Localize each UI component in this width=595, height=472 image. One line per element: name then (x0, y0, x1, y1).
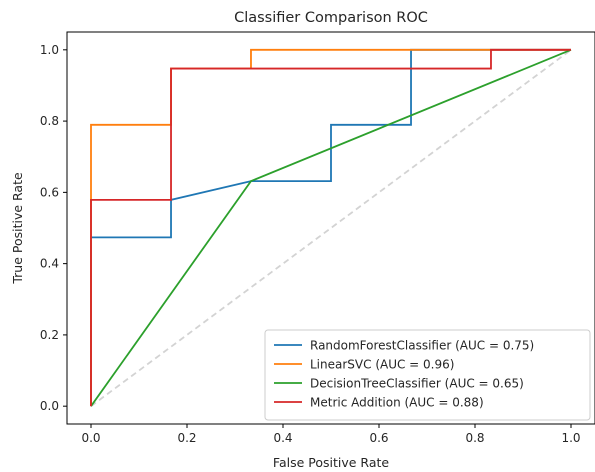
roc-curve-series-1 (90, 48, 571, 407)
y-tick-label: 1.0 (40, 43, 59, 57)
chart-title: Classifier Comparison ROC (234, 10, 428, 26)
y-tick-label: 0.6 (40, 185, 59, 199)
x-tick-label: 0.2 (177, 431, 196, 445)
y-tick-label: 0.2 (40, 328, 59, 342)
legend-label: Metric Addition (AUC = 0.88) (310, 396, 484, 410)
plot-area (90, 48, 572, 407)
x-tick-label: 0.6 (369, 431, 388, 445)
y-axis-ticks: 0.0 0.2 0.4 0.6 0.8 1.0 (40, 43, 67, 413)
x-tick-label: 0.8 (465, 431, 484, 445)
x-tick-label: 1.0 (561, 431, 580, 445)
x-axis-label: False Positive Rate (273, 455, 389, 470)
axes-frame (66, 31, 595, 425)
legend-box (264, 329, 591, 421)
x-axis-ticks: 0.0 0.2 0.4 0.6 0.8 1.0 (81, 424, 581, 445)
legend-label: DecisionTreeClassifier (AUC = 0.65) (310, 377, 524, 391)
y-tick-label: 0.0 (40, 399, 59, 413)
legend-label: LinearSVC (AUC = 0.96) (310, 358, 454, 372)
legend: RandomForestClassifier (AUC = 0.75) Linea… (264, 329, 591, 421)
roc-curve-series-4 (90, 48, 571, 407)
x-tick-label: 0.0 (81, 431, 100, 445)
roc-curve-series-3 (90, 48, 572, 407)
y-tick-label: 0.4 (40, 257, 59, 271)
y-axis-label: True Positive Rate (10, 172, 25, 285)
x-tick-label: 0.4 (273, 431, 292, 445)
legend-label: RandomForestClassifier (AUC = 0.75) (310, 339, 534, 353)
y-tick-label: 0.8 (40, 114, 59, 128)
